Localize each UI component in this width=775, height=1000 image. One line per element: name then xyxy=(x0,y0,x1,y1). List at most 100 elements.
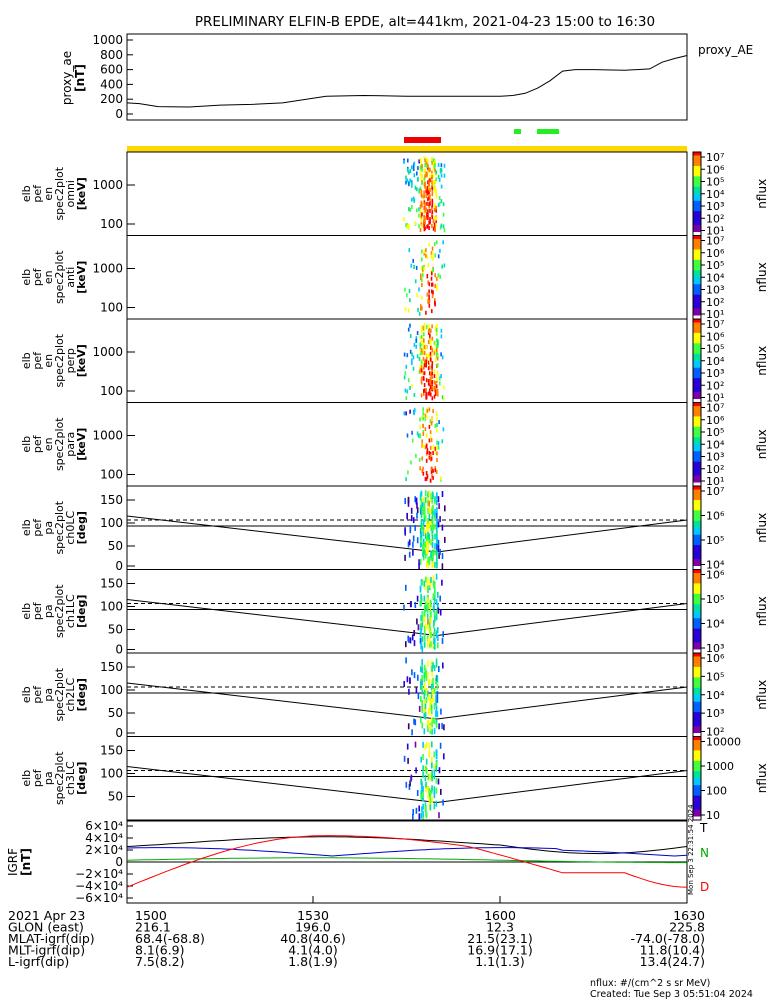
spectrogram-cell xyxy=(408,688,410,695)
spectrogram-cell xyxy=(436,286,438,291)
spectrogram-cell xyxy=(413,342,416,347)
colorbar-segment xyxy=(693,482,701,487)
colorbar-segment xyxy=(693,785,701,790)
spectrogram-cell xyxy=(414,741,417,748)
colorbar-segment xyxy=(693,468,701,473)
colorbar-tick-label: 10² xyxy=(706,726,724,739)
spectrogram-cell xyxy=(421,722,423,729)
igrf-legend-T: T xyxy=(699,821,708,835)
spectrogram-cell xyxy=(436,423,438,427)
spectrogram-cell xyxy=(427,496,429,503)
spectrogram-cell xyxy=(441,491,444,497)
proxy-ae-ytick-label: 0 xyxy=(115,107,123,121)
spectrogram-cell xyxy=(420,695,422,702)
colorbar-segment xyxy=(693,200,701,205)
spectrogram-cell xyxy=(429,198,431,203)
colorbar-segment xyxy=(693,294,701,299)
spectrogram-cell xyxy=(442,799,444,806)
colorbar-segment xyxy=(693,197,701,202)
spectrogram-cell xyxy=(420,348,423,353)
spectrogram-cell xyxy=(426,408,429,413)
spectrogram-cell xyxy=(437,591,439,598)
colorbar-segment xyxy=(693,405,701,410)
colorbar-segment xyxy=(693,816,701,821)
panel-ylabel: pef xyxy=(31,518,44,537)
spectrogram-cell xyxy=(420,276,422,281)
spectrogram-panel-6: 150100500elbpefpaspec2plotch1LC[deg]10⁶1… xyxy=(20,569,769,657)
colorbar-segment xyxy=(693,221,701,226)
spectrogram-cell xyxy=(422,519,425,526)
colorbar-tick-label: 10¹ xyxy=(706,225,724,238)
spectrogram-cell xyxy=(437,203,440,208)
spectrogram-cell xyxy=(437,778,440,785)
spectrogram-cell xyxy=(412,167,415,171)
spectrogram-cell xyxy=(431,215,434,220)
spectrogram-cell xyxy=(437,254,440,259)
spectrogram-cell xyxy=(435,765,438,772)
spectrogram-cell xyxy=(428,788,431,795)
spectrogram-cell xyxy=(419,417,421,422)
spectrogram-cell xyxy=(438,723,440,730)
spectrogram-cell xyxy=(422,501,424,508)
spectrogram-cell xyxy=(418,357,421,361)
spectrogram-cell xyxy=(431,372,434,376)
spectrogram-cell xyxy=(428,455,431,460)
panel-frame xyxy=(126,235,688,320)
spectrogram-cell xyxy=(422,326,425,331)
x-axis-row-value: 1500 xyxy=(135,908,167,923)
spectrogram-cell xyxy=(419,335,422,340)
spectrogram-cell xyxy=(430,385,432,390)
spectrogram-cell xyxy=(425,345,427,350)
spectrogram-cell xyxy=(421,203,423,208)
spectrogram-cell xyxy=(420,627,422,634)
spectrogram-panel-7: 150100500elbpefpaspec2plotch2LC[deg]10⁶1… xyxy=(20,652,769,740)
spectrogram-cell xyxy=(431,182,434,187)
spectrogram-cell xyxy=(414,408,416,413)
spectrogram-cell xyxy=(439,376,441,381)
colorbar-tick-label: 10⁶ xyxy=(706,163,725,176)
spectrogram-cell xyxy=(428,537,431,544)
spectrogram-cell xyxy=(424,529,427,536)
spectrogram-cell xyxy=(420,200,423,205)
spectrogram-cell xyxy=(405,584,407,591)
spectrogram-cell xyxy=(429,797,432,804)
spectrogram-cell xyxy=(422,803,424,810)
spectrogram-cell xyxy=(418,224,420,229)
colorbar-segment xyxy=(693,545,701,550)
spectrogram-cell xyxy=(429,804,432,811)
spectrogram-cell xyxy=(437,635,439,642)
colorbar-segment xyxy=(693,402,701,407)
spectrogram-cell xyxy=(434,302,436,307)
spectrogram-cell xyxy=(428,556,431,562)
spectrogram-cell xyxy=(432,683,434,690)
igrf-ytick-label: 6×10⁴ xyxy=(85,819,123,833)
spectrogram-cell xyxy=(420,339,423,344)
spectrogram-cell xyxy=(432,164,435,168)
proxy-ae-frame xyxy=(126,33,688,121)
spectrogram-cell xyxy=(420,540,423,547)
spectrogram-cell xyxy=(434,533,436,540)
x-axis-row-label: MLAT-igrf(dip) xyxy=(8,931,95,946)
colorbar-tick-label: 100 xyxy=(706,785,727,798)
spectrogram-cell xyxy=(434,616,436,623)
spectrogram-cell xyxy=(419,631,422,638)
spectrogram-cell xyxy=(430,381,432,386)
spectrogram-cell xyxy=(429,621,431,628)
spectrogram-cell xyxy=(431,762,433,769)
spectrogram-cell xyxy=(443,385,445,390)
colorbar-tick-label: 10⁷ xyxy=(706,235,724,248)
spectrogram-cell xyxy=(427,328,430,333)
colorbar-segment xyxy=(693,190,701,195)
colorbar-segment xyxy=(693,433,701,438)
colorbar-segment xyxy=(693,541,701,546)
spectrogram-cell xyxy=(436,530,438,537)
spectrogram-cell xyxy=(432,574,435,581)
colorbar-segment xyxy=(693,228,701,233)
colorbar-segment xyxy=(693,712,701,717)
spectrogram-cell xyxy=(421,646,424,653)
spectrogram-cell xyxy=(416,790,419,796)
spectrogram-cell xyxy=(424,413,427,418)
spectrogram-cell xyxy=(420,537,423,543)
spectrogram-cell xyxy=(412,541,414,548)
spectrogram-cell xyxy=(439,169,442,174)
